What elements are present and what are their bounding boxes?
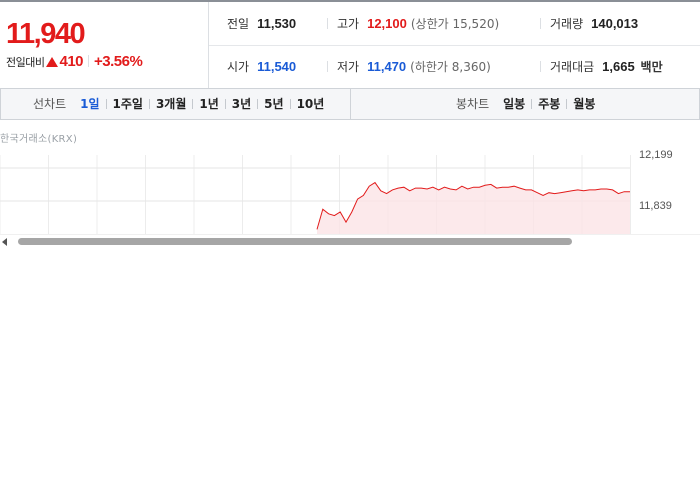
divider	[327, 18, 328, 29]
intraday-price-chart	[0, 155, 631, 234]
divider	[257, 99, 259, 109]
upper-limit: (상한가 15,520)	[410, 17, 500, 31]
scroll-thumb[interactable]	[18, 238, 572, 245]
high-label: 고가	[337, 17, 360, 31]
line-chart-title: 선차트	[33, 97, 67, 111]
chart-toolbar: 선차트 1일 1주일 3개월 1년 3년 5년 10년 봉차트 일봉 주봉 월봉	[0, 88, 700, 120]
up-arrow-icon	[46, 57, 59, 67]
low-price: 저가 11,470 (하한가 8,360)	[327, 45, 491, 88]
period-3m[interactable]: 3개월	[155, 97, 187, 111]
trade-value-label: 거래대금	[550, 60, 595, 74]
divider	[88, 55, 90, 67]
divider	[105, 99, 107, 109]
trade-value-amount: 1,665	[602, 59, 635, 74]
open-label: 시가	[227, 60, 250, 74]
lower-limit: (하한가 8,360)	[410, 60, 491, 74]
divider	[540, 18, 541, 29]
prev-close: 전일 11,530	[227, 2, 296, 45]
prev-close-value: 11,530	[257, 16, 297, 31]
period-1w[interactable]: 1주일	[112, 97, 143, 111]
candle-chart-periods: 봉차트 일봉 주봉 월봉	[456, 89, 595, 119]
prev-close-label: 전일	[227, 17, 250, 31]
volume-value: 140,013	[591, 16, 639, 31]
high-price: 고가 12,100 (상한가 15,520)	[327, 2, 500, 45]
y-tick-12199: 12,199	[639, 149, 673, 161]
exchange-label: 한국거래소(KRX)	[0, 134, 78, 145]
period-1y[interactable]: 1년	[199, 97, 219, 111]
trade-value: 거래대금 1,665 백만	[540, 45, 671, 88]
low-value: 11,470	[367, 59, 407, 74]
divider	[327, 61, 328, 72]
divider	[192, 99, 194, 109]
y-tick-11839: 11,839	[639, 200, 672, 212]
divider	[566, 99, 568, 109]
candle-weekly[interactable]: 주봉	[538, 97, 561, 111]
divider	[289, 99, 291, 109]
volume: 거래량 140,013	[540, 2, 639, 45]
change-percent: +3.56%	[94, 53, 143, 70]
price-area-fill	[317, 182, 630, 234]
period-5y[interactable]: 5년	[264, 97, 284, 111]
stats-row-1: 전일 11,530 고가 12,100 (상한가 15,520) 거래량 140,013	[209, 2, 700, 46]
period-1d[interactable]: 1일	[80, 97, 100, 111]
toolbar-divider	[350, 89, 351, 119]
candle-chart-title: 봉차트	[456, 97, 490, 111]
price-line	[316, 181, 630, 230]
stock-stats: 전일 11,530 고가 12,100 (상한가 15,520) 거래량 140,013…	[209, 2, 700, 88]
volume-label: 거래량	[550, 17, 584, 31]
high-value: 12,100	[367, 16, 407, 31]
trade-value-unit: 백만	[640, 60, 663, 74]
chart-scrollbar[interactable]	[0, 234, 700, 249]
open-value: 11,540	[257, 59, 297, 74]
price-change: 전일대비 410 +3.56%	[6, 53, 143, 70]
divider	[531, 99, 533, 109]
divider	[540, 61, 541, 72]
stats-row-2: 시가 11,540 저가 11,470 (하한가 8,360) 거래대금 1,665 백…	[209, 45, 700, 88]
low-label: 저가	[337, 60, 360, 74]
divider	[148, 99, 150, 109]
current-price: 11,940	[6, 18, 86, 50]
price-summary: 11,940 전일대비 410 +3.56%	[0, 2, 209, 88]
period-10y[interactable]: 10년	[296, 97, 325, 111]
candle-monthly[interactable]: 월봉	[573, 97, 596, 111]
line-chart-periods: 선차트 1일 1주일 3개월 1년 3년 5년 10년	[33, 89, 324, 119]
change-amount: 410	[59, 53, 84, 70]
scroll-left-arrow-icon[interactable]	[2, 238, 7, 246]
open-price: 시가 11,540	[227, 45, 296, 88]
period-3y[interactable]: 3년	[231, 97, 252, 111]
divider	[224, 99, 226, 109]
candle-daily[interactable]: 일봉	[503, 97, 526, 111]
top-border	[0, 0, 700, 2]
change-label: 전일대비	[6, 56, 45, 69]
